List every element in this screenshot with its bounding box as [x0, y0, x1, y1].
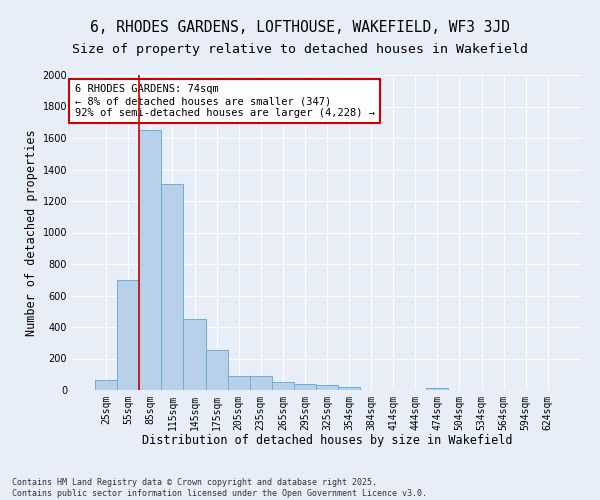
Bar	[95, 380, 117, 390]
Bar	[206, 350, 227, 390]
Text: Contains HM Land Registry data © Crown copyright and database right 2025.
Contai: Contains HM Land Registry data © Crown c…	[12, 478, 427, 498]
Bar	[316, 386, 338, 390]
Bar	[272, 382, 294, 390]
Bar	[227, 376, 250, 390]
Bar	[161, 184, 184, 390]
Text: Size of property relative to detached houses in Wakefield: Size of property relative to detached ho…	[72, 42, 528, 56]
Bar	[184, 319, 206, 390]
Bar	[250, 376, 272, 390]
Text: 6 RHODES GARDENS: 74sqm
← 8% of detached houses are smaller (347)
92% of semi-de: 6 RHODES GARDENS: 74sqm ← 8% of detached…	[74, 84, 374, 117]
Bar	[338, 387, 360, 390]
X-axis label: Distribution of detached houses by size in Wakefield: Distribution of detached houses by size …	[142, 434, 512, 448]
Text: 6, RHODES GARDENS, LOFTHOUSE, WAKEFIELD, WF3 3JD: 6, RHODES GARDENS, LOFTHOUSE, WAKEFIELD,…	[90, 20, 510, 35]
Y-axis label: Number of detached properties: Number of detached properties	[25, 129, 38, 336]
Bar	[294, 384, 316, 390]
Bar	[117, 280, 139, 390]
Bar	[427, 388, 448, 390]
Bar	[139, 130, 161, 390]
